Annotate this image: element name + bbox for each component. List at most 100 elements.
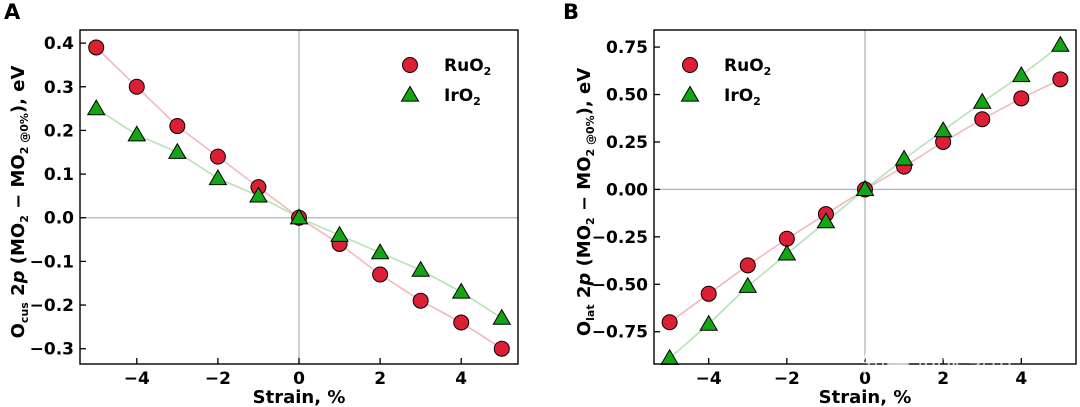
data-point-iro2 [127,125,147,142]
y-label-part: ), eV [574,68,595,116]
y-label-part: − MO [8,154,29,215]
y-label-part: 2 [8,283,29,302]
legend-subscript: 2 [473,95,481,108]
y-tick-label: −0.2 [30,296,74,316]
data-point-iro2 [167,142,187,159]
x-tick-label: −4 [696,369,722,389]
legend-marker-circle [402,57,418,73]
data-point-ruo2 [493,340,510,357]
data-point-iro2 [330,225,349,242]
legend-subscript: 2 [484,65,492,78]
data-point-ruo2 [1052,71,1069,88]
data-point-iro2 [451,282,471,299]
legend-name: IrO [444,86,473,106]
data-point-iro2 [699,314,719,331]
y-label-subscript: 2 [584,217,597,225]
y-label-subscript: 2 @0% [18,113,31,154]
x-tick-label: 4 [1015,369,1027,389]
data-point-iro2 [1051,35,1070,52]
y-label-part: (MO [574,225,595,273]
y-label-part: (MO [8,223,29,271]
panel-label: A [4,0,21,24]
y-tick-label: −0.25 [592,228,648,248]
legend-subscript: 2 [753,95,761,108]
data-point-iro2 [370,243,390,260]
legend-entry-label: IrO2 [724,86,761,108]
watermark-text: 知乎 @水氢电 [862,350,1014,378]
y-tick-label: 0.00 [606,180,648,200]
data-point-ruo2 [372,266,389,283]
y-tick-label: −0.75 [592,323,648,343]
data-point-ruo2 [209,148,226,165]
data-point-ruo2 [453,314,470,331]
data-point-iro2 [660,348,679,365]
panel-b: −4 −2 0 2 4 0.75 0.50 0.25 0.00 −0.25 −0.50 −0.75 St… [563,0,1077,407]
y-axis-label: Ocus 2p (MO2 − MO2 @0%), eV [8,66,31,339]
x-axis-label: Strain, % [819,387,912,407]
y-label-subscript: 2 [18,215,31,223]
x-tick-label: 2 [937,369,949,389]
legend-marker-triangle [400,85,420,102]
y-tick-label: −0.1 [30,252,74,272]
y-label-part: p [8,270,29,284]
x-tick-label: −4 [124,369,150,389]
y-axis-label: Olat 2p (MO2 − MO2 @0%), eV [574,68,597,336]
x-tick-label: −2 [774,369,800,389]
y-label-part: − MO [574,156,595,217]
legend-entry-label: IrO2 [444,86,481,108]
data-point-iro2 [289,208,309,225]
data-point-ruo2 [1013,90,1030,107]
data-point-ruo2 [128,78,145,95]
data-point-iro2 [492,308,512,325]
data-point-ruo2 [778,230,795,247]
data-point-ruo2 [661,314,678,331]
y-label-subscript: cus [18,302,31,323]
legend-subscript: 2 [764,65,772,78]
y-tick-label: 0.2 [44,121,74,141]
y-tick-label: 0.3 [44,78,74,98]
data-point-ruo2 [974,111,991,128]
legend-marker-triangle [680,85,700,102]
data-point-iro2 [738,276,758,293]
legend-name: RuO [724,56,764,76]
x-tick-label: 4 [455,369,467,389]
x-tick-label: 0 [293,369,305,389]
x-tick-label: −2 [205,369,231,389]
legend-entry-label: RuO2 [724,56,771,78]
data-point-iro2 [894,149,914,166]
legend-name: RuO [444,56,484,76]
data-point-iro2 [777,244,797,261]
legend-marker-circle [682,57,698,73]
legend-entry-label: RuO2 [444,56,491,78]
y-tick-label: −0.3 [30,340,74,360]
data-point-iro2 [411,260,431,277]
x-tick-label: 0 [859,369,871,389]
panel-label: B [563,0,579,24]
data-point-iro2 [249,186,268,203]
y-tick-label: 0.50 [606,86,648,106]
data-point-iro2 [855,179,875,197]
data-point-iro2 [1011,66,1031,83]
data-point-iro2 [933,121,953,138]
y-label-part: 2 [574,286,595,305]
panel-a: −4 −2 0 2 4 0.4 0.3 0.2 0.1 0.0 −0.1 −0.2 −0.3 Strain… [4,0,519,407]
x-axis-label: Strain, % [253,387,346,407]
x-tick-label: 2 [374,369,386,389]
data-point-ruo2 [169,118,186,135]
y-tick-label: 0.25 [606,133,648,153]
y-tick-label: 0.4 [44,34,74,54]
data-point-iro2 [86,99,106,116]
y-tick-label: 0.1 [44,165,74,185]
y-label-part: p [574,273,595,287]
y-label-part: O [8,323,29,338]
y-label-subscript: lat [584,304,597,320]
data-point-ruo2 [700,285,717,302]
y-tick-label: −0.50 [592,275,648,295]
data-point-ruo2 [412,292,429,309]
y-label-part: O [574,321,595,336]
y-label-part: ), eV [8,66,29,114]
data-point-ruo2 [739,257,756,274]
